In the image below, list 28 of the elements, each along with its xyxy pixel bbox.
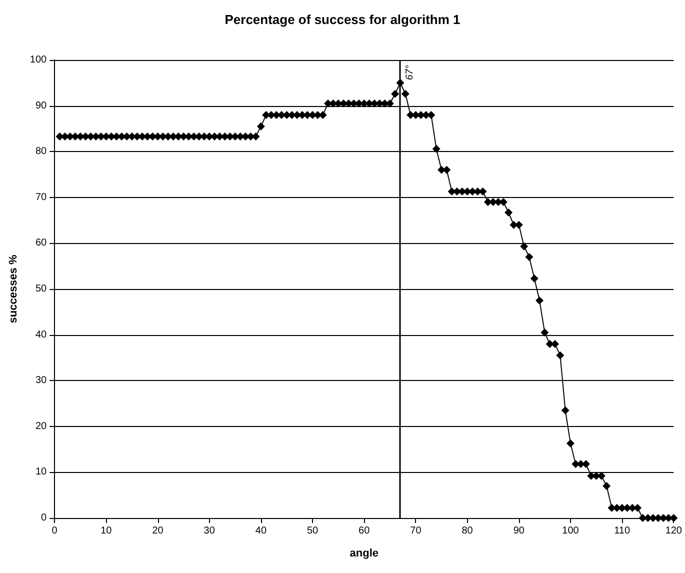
y-tick-label: 60: [35, 238, 48, 249]
x-tick-label: 50: [306, 526, 319, 536]
y-tick-label: 90: [35, 100, 48, 112]
x-tick-label: 10: [100, 526, 112, 536]
x-tick-label: 70: [410, 526, 422, 536]
x-axis-title: angle: [350, 548, 378, 560]
y-tick-label: 100: [30, 54, 48, 66]
y-tick-label: 70: [35, 192, 48, 203]
x-tick-label: 30: [204, 526, 216, 536]
y-axis-title: successes %: [8, 254, 20, 324]
y-tick-label: 40: [35, 329, 48, 340]
x-tick-label: 110: [614, 526, 630, 536]
chart-title: Percentage of success for algorithm 1: [224, 12, 460, 27]
x-tick-label: 100: [562, 526, 580, 536]
x-tick-label: 60: [358, 526, 370, 536]
y-tick-label: 20: [35, 420, 48, 432]
ref-line-label: 67°: [404, 65, 416, 80]
x-tick-label: 90: [513, 526, 525, 536]
y-tick-label: 50: [35, 284, 48, 294]
x-tick-label: 0: [52, 526, 58, 536]
y-tick-label: 30: [35, 375, 48, 386]
x-tick-label: 20: [152, 526, 164, 536]
x-tick-label: 40: [255, 526, 267, 536]
y-tick-label: 80: [35, 146, 48, 158]
y-tick-label: 10: [35, 466, 48, 478]
y-tick-label: 0: [41, 512, 48, 524]
x-tick-label: 80: [462, 526, 474, 536]
x-tick-label: 120: [665, 526, 682, 536]
